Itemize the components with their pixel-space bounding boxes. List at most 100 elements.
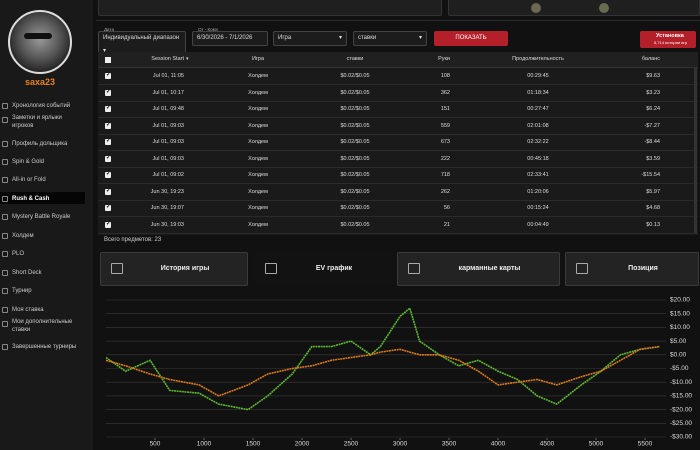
menu-icon bbox=[2, 117, 8, 123]
sessions-table: Session Start Игра ставки Руки Продолжительн… bbox=[98, 52, 698, 235]
column-header[interactable]: Руки bbox=[438, 56, 450, 62]
x-tick-label: 2000 bbox=[295, 441, 310, 448]
menu-item[interactable]: Моя ставка bbox=[0, 303, 85, 315]
x-tick-label: 5000 bbox=[589, 441, 604, 448]
y-tick-label: -$20.00 bbox=[670, 406, 692, 413]
cell: $6.24 bbox=[646, 106, 660, 112]
menu-item[interactable]: Mystery Battle Royale bbox=[0, 210, 85, 222]
column-header[interactable]: Session Start bbox=[151, 56, 184, 62]
tab-label: История игры bbox=[160, 265, 210, 272]
menu-item[interactable]: Заметки и ярлыки игроков bbox=[0, 113, 85, 131]
checkbox[interactable] bbox=[105, 188, 111, 195]
cell: Холдем bbox=[248, 73, 268, 79]
menu-text: Моя ставка bbox=[12, 307, 44, 313]
cell: Jul 01, 09:03 bbox=[152, 139, 185, 145]
date-range[interactable]: 6/30/2026 - 7/1/2026 bbox=[192, 31, 268, 46]
checkbox[interactable] bbox=[105, 205, 111, 211]
cell: $0.02/$0.05 bbox=[340, 73, 370, 79]
cell: Холдем bbox=[248, 221, 268, 228]
icon bbox=[599, 3, 609, 13]
cell: $3.23 bbox=[646, 89, 660, 96]
header-row bbox=[98, 52, 698, 68]
cell: -$8.44 bbox=[644, 139, 660, 145]
checkbox[interactable] bbox=[105, 221, 111, 228]
tab[interactable]: EV график bbox=[254, 252, 392, 286]
column-header[interactable]: Продолжительность bbox=[512, 56, 564, 62]
cell: 00:04:49 bbox=[527, 221, 549, 228]
tab[interactable]: Позиция bbox=[565, 252, 699, 286]
cell: Холдем bbox=[248, 155, 268, 162]
menu-icon bbox=[2, 196, 8, 202]
menu-icon bbox=[2, 177, 8, 183]
check: ✓ bbox=[106, 105, 112, 111]
menu-text: Rush & Cash bbox=[12, 196, 50, 202]
menu-item[interactable]: Турнир bbox=[0, 284, 85, 296]
stakes-select[interactable]: ставки ▾ bbox=[353, 31, 427, 46]
x-tick-label: 1500 bbox=[246, 441, 261, 448]
column-header[interactable]: Игра bbox=[251, 56, 265, 62]
divider bbox=[96, 20, 700, 21]
check: ✓ bbox=[106, 220, 112, 227]
cell: $0.02/$0.05 bbox=[340, 172, 370, 178]
y-tick-label: $5.00 bbox=[670, 338, 687, 345]
cell: 00:29:45 bbox=[527, 73, 549, 79]
tab-icon bbox=[408, 263, 420, 274]
menu-icon bbox=[2, 270, 8, 276]
top-panel bbox=[448, 0, 700, 16]
text: Игра bbox=[278, 35, 292, 41]
cell: 673 bbox=[440, 139, 450, 145]
x-tick-label: 3500 bbox=[442, 441, 457, 448]
menu-item[interactable]: Хронология событий bbox=[0, 99, 85, 111]
menu-item[interactable]: PLO bbox=[0, 247, 85, 259]
y-tick-label: $20.00 bbox=[670, 297, 690, 304]
menu-item[interactable]: Завершенные турниры bbox=[0, 340, 85, 352]
menu-item[interactable]: Мои дополнительные ставки bbox=[0, 317, 85, 335]
table-row: ✓ Jul 01, 09:03 Холдем $0.02/$0.05 222 00:45:… bbox=[98, 151, 698, 168]
avatar[interactable] bbox=[8, 10, 72, 74]
tab-label: EV график bbox=[315, 265, 353, 272]
cell: 362 bbox=[440, 89, 450, 96]
label: Дата bbox=[104, 27, 114, 32]
tab-icon bbox=[576, 263, 588, 274]
menu-text: PLO bbox=[12, 251, 25, 257]
menu-item[interactable]: Профиль дольщика bbox=[0, 137, 85, 149]
column-header[interactable]: ставки bbox=[346, 56, 364, 62]
table-row: ✓ Jun 30, 19:07 Холдем $0.02/$0.05 56 00:15:2… bbox=[98, 200, 698, 217]
column-header[interactable]: баланс bbox=[641, 56, 660, 62]
check: ✓ bbox=[106, 154, 112, 161]
checkbox[interactable] bbox=[105, 89, 111, 96]
checkbox[interactable] bbox=[105, 106, 111, 112]
cell: $4.68 bbox=[646, 205, 660, 211]
menu-item[interactable]: Short Deck bbox=[0, 266, 85, 278]
menu-icon bbox=[2, 159, 8, 165]
check: ✓ bbox=[106, 121, 112, 128]
tab[interactable]: карманные карты bbox=[397, 252, 560, 286]
text: Установка bbox=[656, 33, 684, 39]
menu-icon bbox=[2, 288, 8, 294]
menu-text: Турнир bbox=[12, 288, 32, 294]
menu-icon bbox=[2, 344, 8, 350]
checkbox[interactable] bbox=[105, 57, 111, 63]
check: ✓ bbox=[106, 72, 112, 78]
install-button[interactable]: Установка 5,714 истории игр bbox=[640, 31, 696, 48]
check: ✓ bbox=[106, 204, 112, 210]
cell: $0.02/$0.05 bbox=[340, 139, 370, 145]
cell: $0.02/$0.05 bbox=[340, 89, 370, 96]
checkbox[interactable] bbox=[105, 122, 111, 129]
cell: 56 bbox=[443, 205, 450, 211]
menu-item[interactable]: Холдем bbox=[0, 229, 85, 241]
game-select[interactable]: Игра ▾ bbox=[273, 31, 347, 46]
cell: Jul 01, 10:17 bbox=[152, 89, 185, 96]
menu-item[interactable]: Spin & Gold bbox=[0, 155, 85, 167]
checkbox[interactable] bbox=[105, 172, 111, 178]
checkbox[interactable] bbox=[105, 155, 111, 162]
checkbox[interactable] bbox=[105, 139, 111, 145]
cell: 01:20:06 bbox=[527, 188, 549, 195]
show-button[interactable]: ПОКАЗАТЬ bbox=[434, 31, 508, 46]
checkbox[interactable] bbox=[105, 73, 111, 79]
tab[interactable]: История игры bbox=[100, 252, 248, 286]
menu-item[interactable]: All-in or Fold bbox=[0, 173, 85, 185]
menu-item[interactable]: Rush & Cash bbox=[0, 192, 85, 204]
cell: $0.13 bbox=[646, 221, 660, 228]
